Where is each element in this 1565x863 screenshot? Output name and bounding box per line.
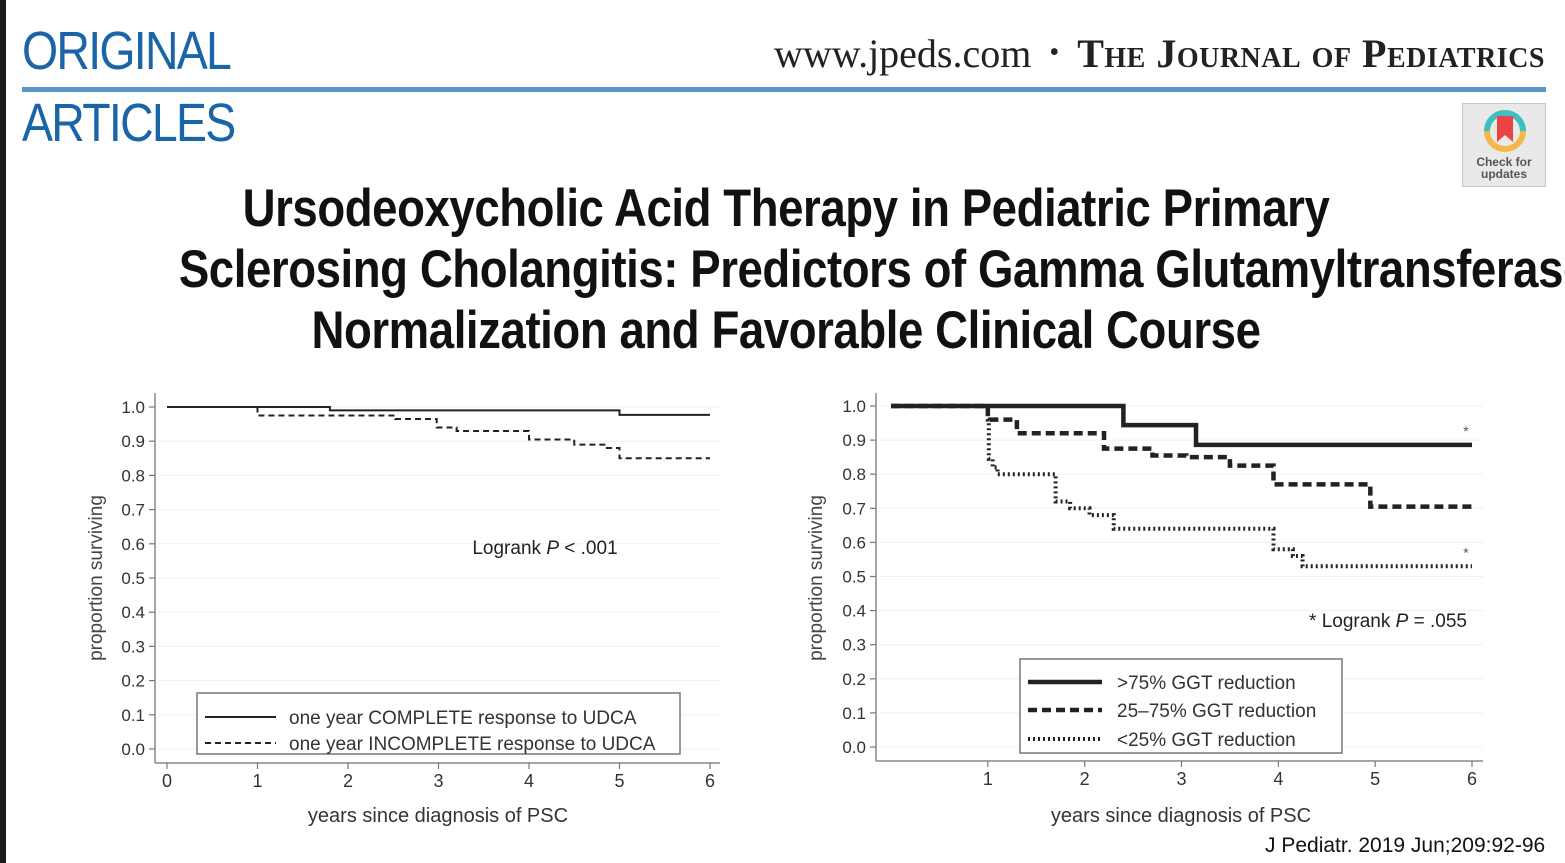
x-axis-label: years since diagnosis of PSC xyxy=(308,805,568,827)
x-tick-label: 4 xyxy=(1273,769,1283,789)
x-axis-label: years since diagnosis of PSC xyxy=(1051,805,1311,827)
y-tick-label: 1.0 xyxy=(842,397,866,416)
badge-line1: Check for xyxy=(1476,155,1532,169)
y-tick-label: 0.0 xyxy=(121,740,145,759)
series-line-1 xyxy=(891,403,1472,448)
y-tick-label: 0.5 xyxy=(842,568,866,587)
x-tick-label: 5 xyxy=(1370,769,1380,789)
y-tick-label: 0.7 xyxy=(842,499,866,518)
logrank-annotation: * Logrank P = .055 xyxy=(1309,611,1467,632)
y-tick-label: 0.0 xyxy=(842,738,866,757)
legend-label: <25% GGT reduction xyxy=(1117,730,1296,751)
y-tick-label: 0.9 xyxy=(121,432,145,451)
series-line-2 xyxy=(891,403,1472,509)
window-edge xyxy=(0,0,6,863)
y-tick-label: 0.3 xyxy=(121,637,145,656)
title-line: Sclerosing Cholangitis: Predictors of Ga… xyxy=(178,240,1565,299)
x-tick-label: 2 xyxy=(1080,769,1090,789)
y-tick-label: 0.2 xyxy=(842,670,866,689)
legend-label: 25–75% GGT reduction xyxy=(1117,701,1316,722)
journal-name: The Journal of Pediatrics xyxy=(1077,31,1545,76)
y-tick-label: 0.1 xyxy=(121,706,145,725)
x-tick-label: 6 xyxy=(705,771,715,791)
y-axis-label: proportion surviving xyxy=(806,495,827,661)
x-tick-label: 5 xyxy=(614,771,624,791)
section-label-original: ORIGINAL xyxy=(22,21,232,81)
y-tick-label: 0.4 xyxy=(842,602,866,621)
badge-line2: updates xyxy=(1480,167,1527,181)
x-tick-label: 6 xyxy=(1467,769,1477,789)
y-tick-label: 0.7 xyxy=(121,501,145,520)
x-tick-label: 3 xyxy=(433,771,443,791)
journal-header: www.jpeds.com • The Journal of Pediatrics xyxy=(774,30,1545,77)
km-chart-1: 0.0 0.1 0.2 0.3 0.4 0.5 0.6 0.7 0.8 0.9 1.0 0 1 2 3 4 5 6… xyxy=(86,393,720,827)
x-tick-label: 2 xyxy=(343,771,353,791)
legend: one year COMPLETE response to UDCA one ye… xyxy=(196,692,681,755)
series-line-3 xyxy=(891,404,1472,569)
series-line-1 xyxy=(167,406,710,416)
article-title: Ursodeoxycholic Acid Therapy in Pediatri… xyxy=(178,178,1565,361)
km-chart-2: 0.0 0.1 0.2 0.3 0.4 0.5 0.6 0.7 0.8 0.9 1.0 1 2 3 4 5 6 p… xyxy=(806,393,1483,827)
y-tick-label: 0.6 xyxy=(842,533,866,552)
x-tick-label: 3 xyxy=(1176,769,1186,789)
y-tick-label: 0.6 xyxy=(121,535,145,554)
title-line: Normalization and Favorable Clinical Cou… xyxy=(311,301,1261,360)
y-tick-label: 1.0 xyxy=(121,398,145,417)
legend-label: >75% GGT reduction xyxy=(1117,673,1296,694)
y-tick-label: 0.8 xyxy=(121,466,145,485)
check-for-updates-button[interactable]: Check for updates xyxy=(1462,103,1546,187)
title-line: Ursodeoxycholic Acid Therapy in Pediatri… xyxy=(242,179,1330,238)
y-tick-label: 0.8 xyxy=(842,465,866,484)
y-tick-label: 0.9 xyxy=(842,431,866,450)
x-tick-label: 4 xyxy=(524,771,534,791)
x-tick-label: 1 xyxy=(983,769,993,789)
separator-dot: • xyxy=(1049,37,1060,68)
series-line-2 xyxy=(167,406,710,460)
bookmark-ribbon-icon xyxy=(1484,110,1526,152)
citation: J Pediatr. 2019 Jun;209:92-96 xyxy=(1265,834,1546,857)
legend-label: one year COMPLETE response to UDCA xyxy=(289,708,637,729)
y-tick-label: 0.5 xyxy=(121,569,145,588)
header-rule xyxy=(22,87,1546,92)
legend-box xyxy=(196,692,681,755)
x-tick-label: 0 xyxy=(162,771,172,791)
y-tick-label: 0.3 xyxy=(842,636,866,655)
y-tick-label: 0.2 xyxy=(121,672,145,691)
censor-marker: * xyxy=(1463,544,1469,560)
censor-marker: * xyxy=(1463,423,1469,439)
section-label-articles: ARTICLES xyxy=(22,93,236,153)
logrank-annotation: Logrank P < .001 xyxy=(472,538,617,559)
x-tick-label: 1 xyxy=(252,771,262,791)
y-tick-label: 0.4 xyxy=(121,603,145,622)
y-axis-label: proportion surviving xyxy=(86,495,107,661)
journal-website-link[interactable]: www.jpeds.com xyxy=(774,31,1032,76)
y-tick-label: 0.1 xyxy=(842,704,866,723)
legend-label: one year INCOMPLETE response to UDCA xyxy=(289,734,656,755)
legend: >75% GGT reduction 25–75% GGT reduction <2… xyxy=(1019,658,1343,754)
